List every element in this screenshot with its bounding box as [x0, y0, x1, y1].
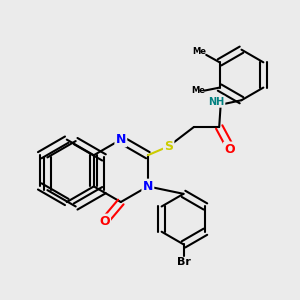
Text: N: N — [116, 133, 126, 146]
Text: Br: Br — [177, 256, 190, 267]
Text: O: O — [99, 215, 110, 228]
Text: NH: NH — [208, 97, 224, 107]
Text: O: O — [224, 143, 235, 156]
Text: S: S — [164, 140, 173, 153]
Text: Me: Me — [192, 47, 206, 56]
Text: Me: Me — [191, 86, 205, 95]
Text: N: N — [143, 180, 153, 193]
